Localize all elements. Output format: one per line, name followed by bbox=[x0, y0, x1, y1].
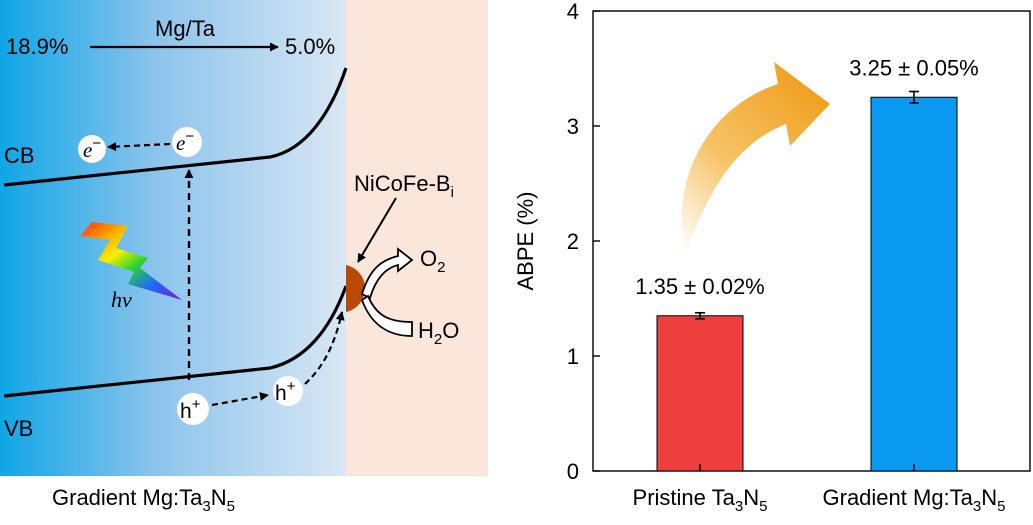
water-reactant-arrow bbox=[360, 294, 413, 337]
photon-lightning-icon bbox=[80, 222, 182, 300]
oxygen-evolution-arrow bbox=[360, 247, 414, 300]
y-tick-label: 3 bbox=[567, 114, 579, 139]
band-diagram: 18.9% Mg/Ta 5.0% CB VB e− e− h+ h+ bbox=[0, 0, 488, 515]
cocatalyst-label: NiCoFe-Bi bbox=[354, 171, 454, 201]
ratio-left-label: 18.9% bbox=[6, 34, 68, 59]
bar bbox=[656, 315, 744, 472]
cocatalyst-pointer-arrow bbox=[357, 197, 397, 263]
o2-label: O2 bbox=[420, 246, 445, 276]
data-label: 1.35 ± 0.02% bbox=[635, 274, 765, 299]
hole-surface: h+ bbox=[273, 376, 303, 406]
mg-ta-label: Mg/Ta bbox=[155, 16, 216, 41]
svg-text:e−: e− bbox=[176, 128, 194, 155]
y-axis-label: ABPE (%) bbox=[513, 191, 538, 290]
improvement-arrow bbox=[681, 62, 830, 252]
bar bbox=[870, 96, 958, 472]
x-tick-label: Pristine Ta3N5 bbox=[633, 485, 768, 515]
svg-text:h+: h+ bbox=[275, 378, 296, 405]
data-label: 3.25 ± 0.05% bbox=[849, 55, 979, 80]
cocatalyst-particle bbox=[346, 265, 366, 312]
svg-text:e−: e− bbox=[83, 135, 101, 162]
electrolyte-bg bbox=[346, 0, 488, 476]
conduction-band bbox=[3, 67, 348, 187]
vb-label: VB bbox=[4, 416, 33, 441]
y-tick-label: 4 bbox=[567, 0, 579, 24]
electron-surface: e− bbox=[172, 127, 202, 157]
y-tick-label: 1 bbox=[567, 344, 579, 369]
hole-bulk: h+ bbox=[177, 393, 209, 425]
electron-transfer-arrow bbox=[107, 142, 171, 152]
abpe-bar-chart: ABPE (%) 0 1 2 3 4 1.35 ± 0.02% Pristine Ta3N5… bbox=[513, 0, 1031, 515]
y-tick-label: 0 bbox=[567, 459, 579, 484]
cb-label: CB bbox=[4, 143, 35, 168]
svg-text:h+: h+ bbox=[180, 396, 201, 423]
x-tick-label: Gradient Mg:Ta3N5 bbox=[823, 485, 1006, 515]
ratio-right-label: 5.0% bbox=[285, 34, 335, 59]
y-tick-label: 2 bbox=[567, 229, 579, 254]
hole-to-surface-arrow bbox=[304, 311, 345, 385]
h2o-label: H2O bbox=[418, 318, 459, 348]
schematic-caption: Gradient Mg:Ta3N5 bbox=[52, 485, 235, 515]
valence-band bbox=[3, 285, 348, 398]
photon-label: hν bbox=[111, 287, 132, 312]
electron-bulk: e− bbox=[78, 135, 106, 163]
